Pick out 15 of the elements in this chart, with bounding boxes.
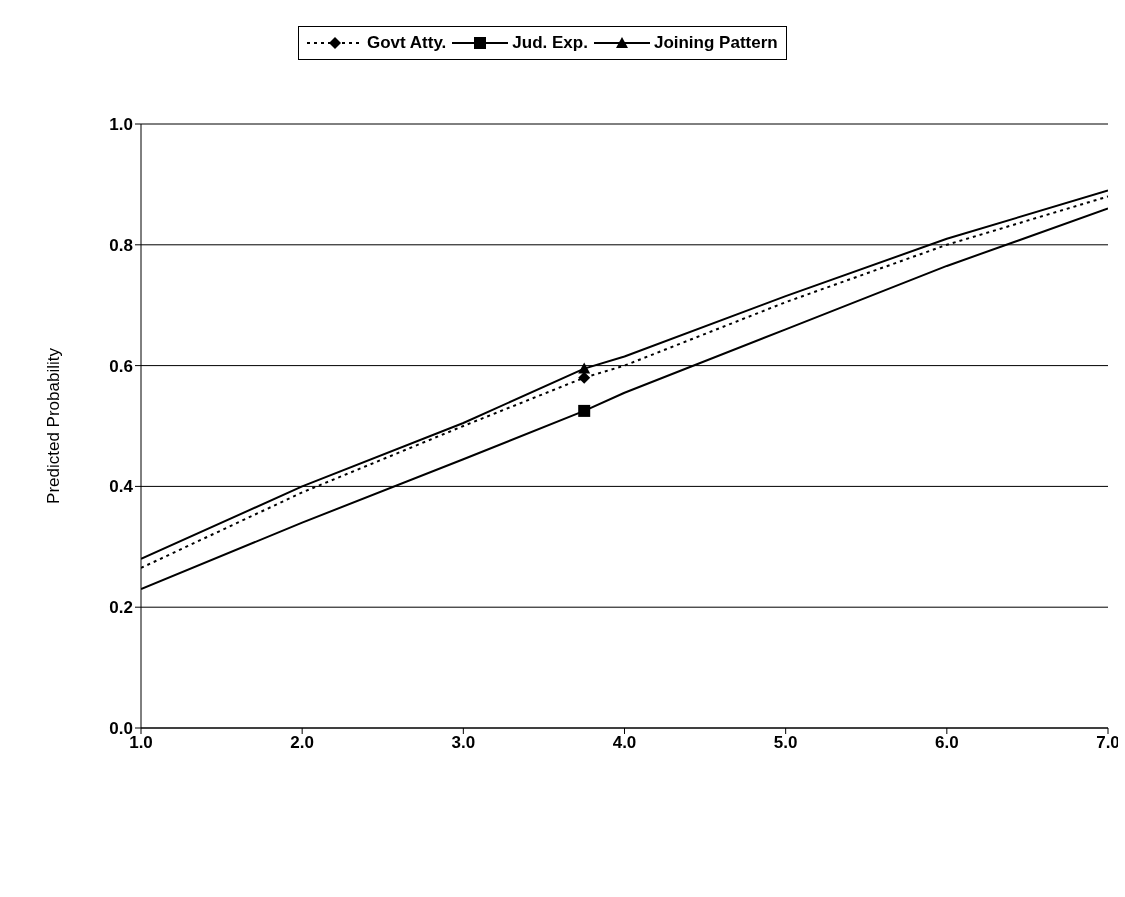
x-tick-label: 2.0 [290, 733, 314, 753]
legend-label: Joining Pattern [653, 33, 778, 53]
x-tick-label: 6.0 [935, 733, 959, 753]
y-tick-label: 0.6 [109, 356, 133, 376]
y-tick-label: 0.2 [109, 598, 133, 618]
x-tick-label: 5.0 [773, 733, 798, 753]
y-axis-title: Predicted Probability [44, 347, 64, 504]
x-tick-label: 1.0 [129, 733, 153, 753]
x-tick-label: 3.0 [451, 733, 476, 753]
legend-label: Govt Atty. [367, 33, 447, 53]
y-tick-label: 1.0 [109, 115, 133, 135]
y-tick-label: 0.8 [109, 235, 133, 255]
y-tick-label: 0.4 [109, 477, 134, 497]
x-tick-label: 4.0 [612, 733, 637, 753]
legend-label: Jud. Exp. [512, 33, 588, 53]
